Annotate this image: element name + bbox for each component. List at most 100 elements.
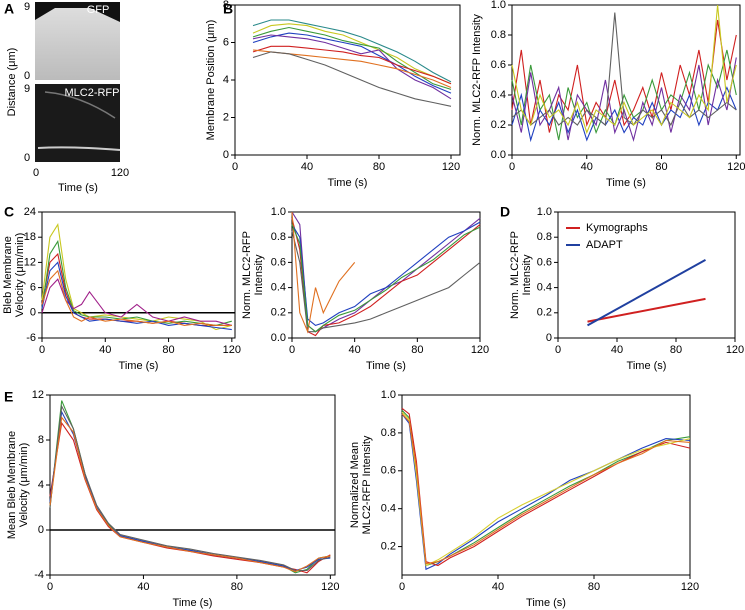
x-tick-label: 80 bbox=[162, 344, 174, 356]
kymo-tick: 0 bbox=[24, 70, 30, 82]
series-line bbox=[41, 269, 232, 326]
series-line bbox=[401, 409, 691, 567]
x-axis-label: Time (s) bbox=[627, 360, 667, 372]
x-tick-label: 0 bbox=[399, 581, 405, 593]
y-axis-label: Norm. MLC2-RFP bbox=[509, 231, 521, 319]
y-tick-label: 0 bbox=[30, 307, 36, 319]
y-axis-label: Intensity bbox=[253, 254, 265, 295]
plot-frame bbox=[41, 211, 236, 339]
series-line bbox=[401, 413, 691, 565]
y-tick-label: 0.6 bbox=[537, 256, 552, 268]
plot-frame bbox=[557, 211, 736, 339]
x-tick-label: 120 bbox=[223, 344, 241, 356]
x-tick-label: 40 bbox=[301, 161, 313, 173]
y-axis-label: Velocity (μm/min) bbox=[18, 443, 30, 528]
x-tick-label: 40 bbox=[492, 581, 504, 593]
legend-label: Kymographs bbox=[586, 222, 648, 234]
series-line bbox=[252, 32, 452, 94]
y-tick-label: 0.2 bbox=[537, 307, 552, 319]
series-line bbox=[291, 211, 356, 334]
x-tick-label: 40 bbox=[137, 581, 149, 593]
series-line bbox=[41, 278, 232, 326]
y-tick-label: 0.4 bbox=[271, 282, 286, 294]
series-line bbox=[41, 223, 232, 331]
series-line bbox=[49, 404, 331, 572]
y-tick-label: 6 bbox=[30, 282, 36, 294]
y-tick-label: 12 bbox=[32, 389, 44, 401]
x-tick-label: 40 bbox=[99, 344, 111, 356]
series-line bbox=[41, 239, 232, 326]
y-tick-label: 8 bbox=[38, 434, 44, 446]
plot-frame bbox=[291, 211, 481, 339]
series-line bbox=[252, 26, 452, 90]
plot-frame bbox=[49, 394, 336, 576]
y-tick-label: 1.0 bbox=[537, 206, 552, 218]
y-axis-label: Bleb Membrane bbox=[2, 236, 14, 314]
panel-letter: C bbox=[4, 204, 14, 220]
kymo-tick: 9 bbox=[24, 1, 30, 13]
series-line bbox=[291, 211, 481, 333]
x-tick-label: 120 bbox=[726, 344, 744, 356]
y-tick-label: 0.0 bbox=[491, 149, 506, 161]
series-line bbox=[252, 51, 452, 107]
panel-letter: E bbox=[4, 389, 13, 405]
y-tick-label: 0 bbox=[546, 332, 552, 344]
x-tick-label: 0 bbox=[47, 581, 53, 593]
x-tick-label: 40 bbox=[581, 161, 593, 173]
y-tick-label: 4 bbox=[223, 74, 229, 86]
series-line bbox=[291, 224, 481, 333]
kymo-ylabel: Distance (μm) bbox=[6, 48, 18, 117]
kymograph: GFP MLC2-RFP 9 0 9 0 Distance (μm) 0 120… bbox=[6, 1, 129, 194]
series-line bbox=[49, 400, 331, 574]
y-tick-label: 0.8 bbox=[491, 29, 506, 41]
x-tick-label: 80 bbox=[373, 161, 385, 173]
y-tick-label: 24 bbox=[24, 206, 36, 218]
y-axis-label: Intensity bbox=[521, 254, 533, 295]
x-axis-label: Time (s) bbox=[173, 597, 213, 609]
y-tick-label: 0.8 bbox=[381, 427, 396, 439]
panel-letter: B bbox=[223, 1, 233, 17]
y-tick-label: -4 bbox=[34, 569, 44, 581]
y-axis-label: Membrane Position (μm) bbox=[205, 20, 217, 141]
x-tick-label: 120 bbox=[471, 344, 489, 356]
kymo-tick: 0 bbox=[33, 167, 39, 179]
x-tick-label: 80 bbox=[655, 161, 667, 173]
x-axis-label: Time (s) bbox=[366, 360, 406, 372]
series-line bbox=[291, 230, 481, 333]
x-tick-label: 0 bbox=[509, 161, 515, 173]
y-tick-label: 1.0 bbox=[271, 206, 286, 218]
x-tick-label: 80 bbox=[231, 581, 243, 593]
kymo-gfp-signal bbox=[35, 8, 120, 80]
series-line bbox=[511, 12, 737, 127]
y-axis-label: MLC2-RFP Intensity bbox=[361, 435, 373, 534]
plot-frame bbox=[511, 4, 741, 156]
y-axis-label: Mean Bleb Membrane bbox=[6, 431, 18, 539]
y-tick-label: 0.4 bbox=[537, 282, 552, 294]
y-tick-label: 0 bbox=[38, 524, 44, 536]
y-tick-label: 0.8 bbox=[537, 231, 552, 243]
panel-letter: D bbox=[500, 204, 510, 220]
kymo-rfp-signal bbox=[37, 146, 121, 151]
series-line bbox=[511, 49, 737, 141]
y-tick-label: 0.4 bbox=[491, 89, 506, 101]
x-tick-label: 0 bbox=[555, 344, 561, 356]
x-tick-label: 80 bbox=[588, 581, 600, 593]
y-tick-label: 0.6 bbox=[491, 59, 506, 71]
x-tick-label: 80 bbox=[670, 344, 682, 356]
x-tick-label: 120 bbox=[727, 161, 745, 173]
y-tick-label: 8 bbox=[223, 0, 229, 11]
series-line bbox=[401, 411, 691, 567]
y-tick-label: 18 bbox=[24, 231, 36, 243]
series-line bbox=[49, 416, 331, 573]
series-line bbox=[401, 407, 691, 567]
y-axis-label: Norm. MLC2-RFP Intensity bbox=[471, 14, 483, 146]
kymo-tick: 9 bbox=[24, 83, 30, 95]
x-tick-label: 120 bbox=[681, 581, 699, 593]
y-tick-label: 0.6 bbox=[381, 465, 396, 477]
kymo-label: GFP bbox=[87, 4, 110, 16]
series-line bbox=[291, 221, 481, 327]
series-line bbox=[401, 413, 691, 571]
series-line bbox=[252, 49, 452, 89]
series-line bbox=[587, 297, 706, 323]
